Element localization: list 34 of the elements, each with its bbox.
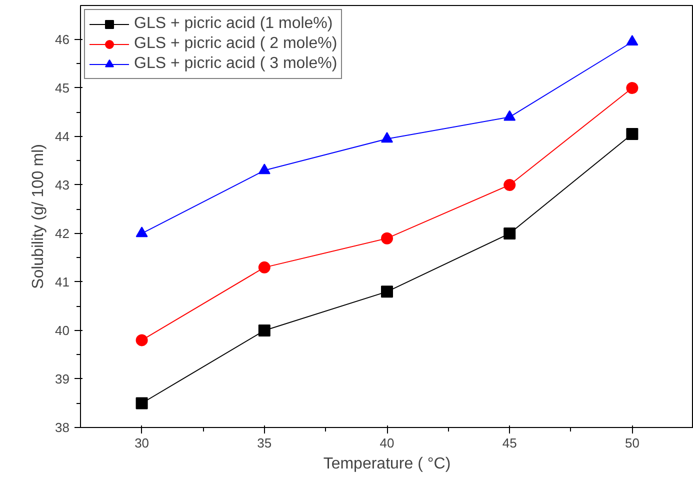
x-tick-label: 50 [624,436,640,450]
legend-label: GLS + picric acid (1 mole%) [134,15,333,33]
y-tick-label: 40 [55,322,70,338]
x-tick-label: 45 [502,436,517,450]
point [381,286,393,298]
point [258,164,270,174]
point [136,334,148,346]
y-tick-label: 45 [55,80,70,96]
y-tick-label: 38 [55,420,70,435]
point [504,178,516,191]
y-tick-label: 44 [55,128,70,144]
legend-label: GLS + picric acid ( 2 mole%) [134,35,338,53]
point [626,35,638,46]
point [136,226,148,238]
point [258,324,270,336]
x-tick-label: 30 [134,436,150,450]
point [626,128,638,140]
point [504,227,516,240]
y-tick-label: 39 [55,371,70,386]
point [381,132,393,143]
x-tick-label: 40 [380,436,394,450]
point [504,110,516,121]
point [381,232,393,244]
y-axis-title: Solubility (g/ 100 ml) [30,144,48,289]
x-tick-label: 35 [257,436,272,450]
y-tick-label: 42 [55,226,70,241]
y-tick-label: 43 [55,177,70,192]
x-axis-title: Temperature ( °C) [323,456,451,472]
y-tick-label: 46 [55,32,70,47]
point [136,397,148,410]
point [258,261,270,274]
point [626,82,638,94]
legend-label: GLS + picric acid ( 3 mole%) [134,55,338,73]
y-tick-label: 41 [55,274,70,290]
